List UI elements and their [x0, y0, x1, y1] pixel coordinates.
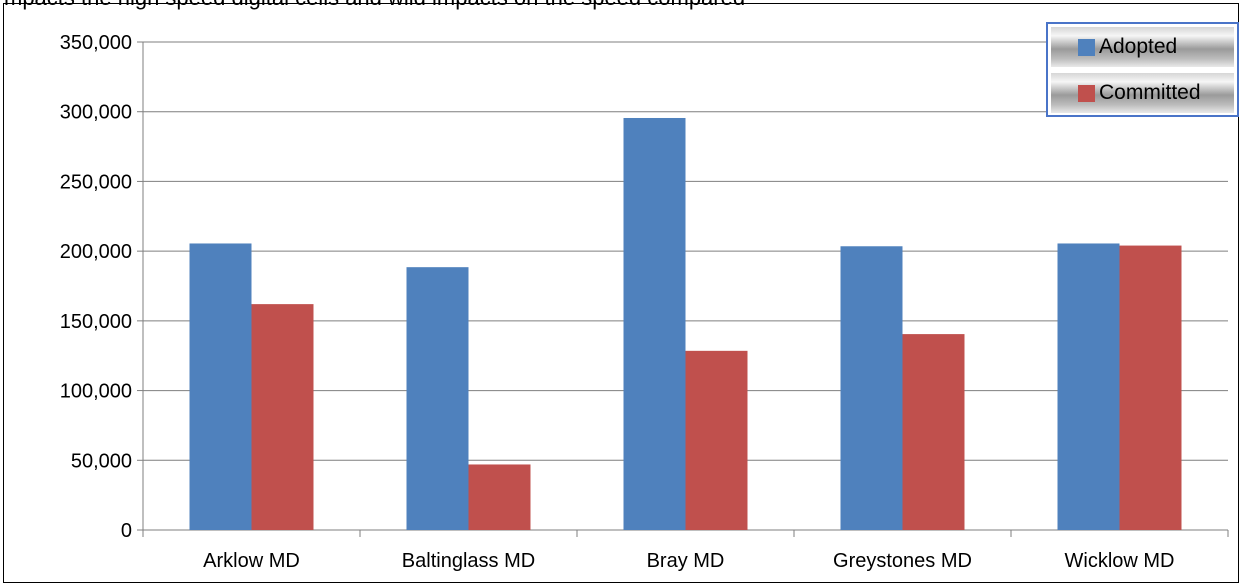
bar-adopted-greystones-md — [840, 246, 903, 530]
y-tick-label: 0 — [121, 520, 132, 542]
x-tick-label: Baltinglass MD — [402, 550, 535, 572]
bar-adopted-baltinglass-md — [406, 267, 469, 530]
x-tick-label: Arklow MD — [203, 550, 300, 572]
bar-chart: 0 50,000 100,000 150,000 200,000 250,000 300,0… — [60, 32, 1229, 572]
legend-label-adopted: Adopted — [1099, 35, 1178, 58]
bar-adopted-wicklow-md — [1057, 243, 1120, 530]
y-tick-label: 250,000 — [60, 171, 132, 193]
y-tick-label: 150,000 — [60, 311, 132, 333]
y-tick-label: 300,000 — [60, 102, 132, 124]
legend-item-adopted: Adopted — [1051, 27, 1234, 67]
chart-area: 0 50,000 100,000 150,000 200,000 250,000 300,0… — [3, 3, 1239, 583]
legend-item-committed: Committed — [1051, 73, 1234, 113]
x-tick-label: Wicklow MD — [1065, 550, 1175, 572]
bar-committed-bray-md — [685, 350, 748, 530]
y-tick-label: 200,000 — [60, 241, 132, 263]
legend-label-committed: Committed — [1099, 81, 1201, 104]
cropped-header-text: mpacts the high speed digital cells and … — [4, 0, 745, 11]
legend-swatch-adopted — [1078, 38, 1095, 56]
y-tick-label: 50,000 — [71, 450, 132, 472]
x-tick-label: Bray MD — [647, 550, 725, 572]
bar-committed-baltinglass-md — [468, 464, 531, 530]
bar-adopted-arklow-md — [189, 243, 252, 530]
bar-committed-greystones-md — [902, 334, 965, 530]
bar-committed-wicklow-md — [1119, 245, 1182, 530]
legend-swatch-committed — [1078, 84, 1095, 102]
y-tick-label: 350,000 — [60, 32, 132, 54]
x-tick-label: Greystones MD — [833, 550, 972, 572]
bar-adopted-bray-md — [623, 117, 686, 530]
bar-committed-arklow-md — [251, 304, 314, 530]
y-tick-label: 100,000 — [60, 381, 132, 403]
legend: Adopted Committed — [1046, 22, 1239, 117]
